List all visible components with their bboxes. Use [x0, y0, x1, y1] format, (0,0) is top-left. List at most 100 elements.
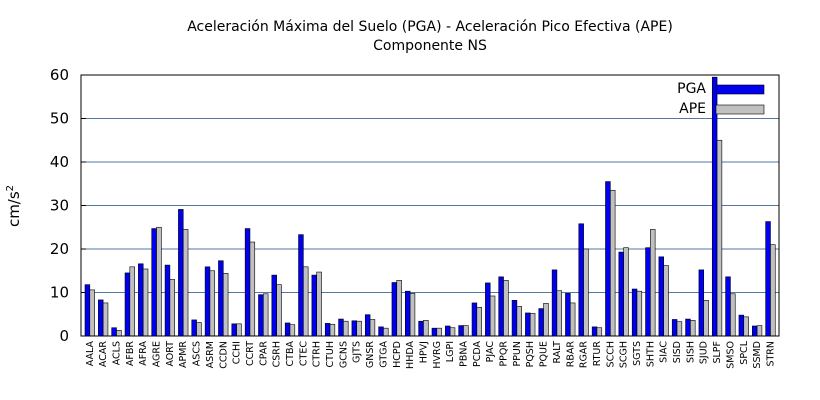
x-tick-label: AFRA — [138, 341, 149, 366]
x-tick-label: PCDA — [472, 341, 483, 368]
x-tick-label: CTUH — [325, 341, 336, 368]
x-tick-label: SISH — [685, 341, 696, 363]
bar-pga — [698, 269, 705, 337]
bar-ape — [182, 229, 189, 337]
bar-pga — [164, 264, 171, 337]
x-tick-label: SLPF — [712, 341, 723, 364]
x-tick-label: CTRH — [312, 341, 323, 367]
bar-ape — [316, 271, 322, 337]
bar-pga — [565, 293, 571, 337]
y-axis-label-exponent: 2 — [5, 185, 16, 191]
bar-ape — [609, 189, 616, 337]
x-tick-label: CPAR — [258, 341, 269, 366]
bar-pga — [258, 294, 264, 337]
bar-pga — [591, 326, 598, 337]
x-tick-label: CSRH — [272, 341, 283, 367]
bar-pga — [364, 314, 371, 337]
bar-ape — [89, 289, 95, 337]
bar-ape — [396, 280, 402, 337]
x-tick-label: CTEC — [298, 341, 309, 366]
bar-ape — [423, 320, 429, 337]
bar-pga — [631, 288, 638, 337]
bar-ape — [623, 247, 629, 337]
bar-pga — [658, 256, 664, 337]
bar-ape — [156, 226, 162, 337]
x-tick-label: AALA — [85, 341, 96, 367]
bar-ape — [650, 229, 656, 337]
chart-subtitle: Componente NS — [373, 38, 487, 54]
bar-ape — [503, 280, 509, 337]
bar-ape — [262, 293, 269, 337]
x-tick-label: ACAR — [98, 341, 109, 367]
bar-pga — [765, 221, 771, 337]
x-tick-label: SPCL — [739, 340, 750, 364]
legend-label-pga: PGA — [677, 81, 706, 97]
x-tick-label: STRN — [765, 341, 776, 367]
x-tick-label: HPVJ — [418, 341, 429, 363]
x-tick-label: HCPD — [392, 341, 403, 368]
bar-ape — [343, 320, 349, 337]
x-tick-label: ASCS — [192, 341, 203, 366]
bar-ape — [770, 244, 776, 337]
chart-title: Aceleración Máxima del Suelo (PGA) - Ace… — [187, 19, 673, 35]
bar-ape — [222, 273, 229, 337]
bar-ape — [303, 266, 309, 337]
x-tick-label: RBAR — [565, 341, 576, 368]
bar-ape — [276, 284, 282, 337]
x-tick-label: PPUN — [512, 341, 523, 367]
legend-swatch-ape — [715, 104, 765, 115]
bar-ape — [356, 320, 362, 337]
bar-pga — [711, 76, 718, 337]
y-tick-label: 40 — [50, 153, 69, 171]
x-tick-label: PBNA — [458, 341, 469, 367]
bar-ape — [409, 293, 416, 337]
bar-ape — [236, 323, 242, 337]
x-tick-label: HVRG — [432, 341, 443, 369]
y-tick-label: 30 — [50, 197, 69, 215]
bar-ape — [102, 302, 109, 337]
y-tick-label: 0 — [59, 327, 69, 345]
bar-ape — [516, 306, 522, 337]
bar-ape — [690, 320, 696, 337]
bar-ape — [663, 265, 669, 337]
bar-pga — [204, 266, 211, 337]
legend: PGA APE — [677, 81, 765, 117]
x-tick-label: GNSR — [365, 341, 376, 368]
bar-ape — [743, 316, 749, 337]
bar-pga — [685, 318, 691, 337]
x-tick-label: AFBR — [125, 341, 136, 366]
x-tick-label: AORT — [165, 341, 176, 367]
x-tick-label: SJUD — [699, 341, 710, 364]
bar-pga — [311, 274, 317, 337]
bar-pga — [111, 327, 117, 337]
bar-ape — [569, 302, 576, 337]
bar-pga — [645, 247, 651, 337]
bar-ape — [463, 325, 469, 337]
bar-ape — [543, 303, 549, 337]
bar-pga — [431, 327, 438, 337]
x-tick-label: ACLS — [111, 341, 122, 365]
bar-pga — [191, 319, 197, 337]
bar-ape — [142, 268, 149, 337]
bar-ape — [449, 327, 456, 337]
x-tick-label: SCGH — [619, 341, 630, 368]
x-tick-label: AGRE — [152, 341, 163, 367]
bar-pga — [271, 274, 277, 337]
x-tick-label: RALT — [552, 341, 563, 364]
bar-pga — [498, 276, 504, 337]
bar-pga — [511, 300, 518, 337]
bar-pga — [338, 318, 344, 337]
bar-pga — [458, 325, 464, 337]
x-tick-label: GJTS — [352, 341, 363, 363]
bar-pga — [284, 322, 291, 337]
x-tick-label: SISD — [672, 341, 683, 363]
x-tick-label: GTGA — [378, 341, 389, 368]
x-tick-label: CTBA — [285, 340, 296, 366]
y-tick-label: 50 — [50, 110, 69, 128]
bars-layer — [84, 76, 776, 337]
x-tick-label: SIAC — [659, 341, 670, 363]
bar-ape — [596, 327, 603, 337]
bar-pga — [738, 314, 745, 337]
bar-pga — [298, 234, 304, 337]
